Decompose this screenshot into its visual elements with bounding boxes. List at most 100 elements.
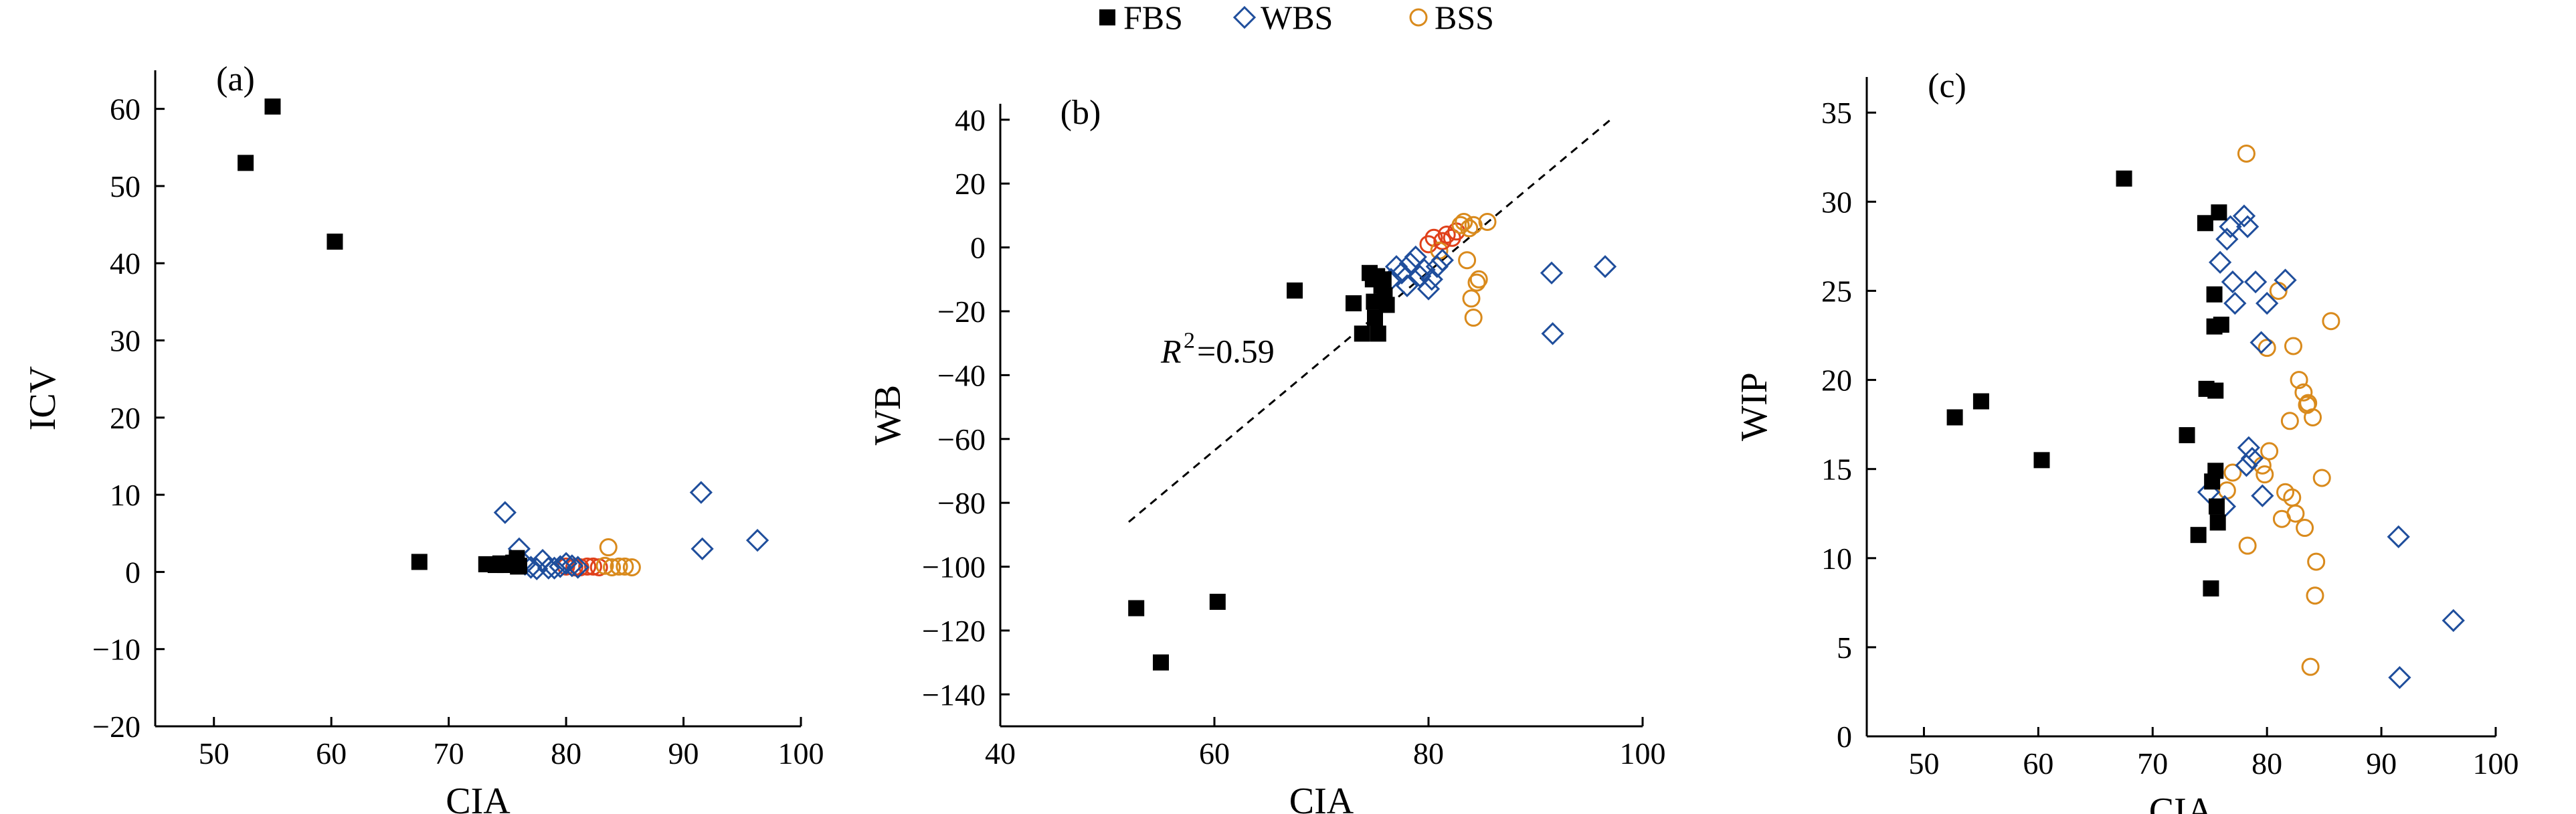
point-wbs <box>1390 261 1414 284</box>
point-wbs <box>1398 252 1422 275</box>
point-bss <box>2290 371 2308 390</box>
x-tick-label: 40 <box>985 736 1016 770</box>
series-fbs <box>1128 264 1395 671</box>
series-bss <box>1419 212 1497 327</box>
point-wbs <box>689 481 713 504</box>
legend-item-fbs: FBS <box>1099 0 1183 36</box>
point-wbs <box>493 501 517 524</box>
point-fbs <box>2213 317 2229 333</box>
point-wbs <box>566 556 589 579</box>
point-wbs <box>2221 270 2245 294</box>
point-fbs <box>2207 463 2224 479</box>
point-bss <box>578 557 597 576</box>
point-wbs <box>2387 525 2410 548</box>
point-wbs <box>2223 291 2247 315</box>
point-fbs <box>492 555 509 572</box>
y-tick-label: 0 <box>125 555 141 589</box>
point-bss <box>2223 463 2242 482</box>
point-bss <box>1464 309 1483 327</box>
point-fbs <box>2197 215 2213 232</box>
legend-label-wbs: WBS <box>1261 0 1333 36</box>
point-fbs <box>327 233 343 250</box>
y-tick-label: 40 <box>955 103 986 137</box>
point-fbs <box>264 98 281 115</box>
y-tick-label: 35 <box>1821 96 1852 130</box>
series-wbs <box>493 481 769 580</box>
point-bss <box>1469 270 1488 289</box>
point-fbs <box>1287 282 1303 299</box>
point-wbs <box>2232 204 2256 228</box>
point-bss <box>1458 251 1477 270</box>
point-fbs <box>1354 325 1370 342</box>
series-fbs <box>238 98 527 575</box>
legend-marker-wbs <box>1232 5 1257 29</box>
point-bss <box>2294 383 2313 402</box>
point-bss <box>2284 337 2302 355</box>
point-fbs <box>1972 393 1989 410</box>
series-wbs <box>2197 204 2465 689</box>
point-fbs <box>2209 514 2226 531</box>
point-bss <box>2286 504 2305 523</box>
point-wbs <box>525 557 549 580</box>
point-wbs <box>1541 322 1564 345</box>
panel-label: (b) <box>1061 94 1101 132</box>
y-tick-label: 30 <box>110 324 141 358</box>
point-fbs <box>2211 204 2227 221</box>
x-tick-label: 70 <box>2137 746 2168 781</box>
point-wbs <box>2243 270 2268 294</box>
y-tick-label: −80 <box>937 486 986 520</box>
point-bss <box>2301 657 2320 676</box>
panel-a: 50 60 70 80 90 100 −20 −10 0 10 20 30 40 50 60 CIA ICV (a… <box>22 60 824 814</box>
y-tick-label: −20 <box>937 295 986 329</box>
x-axis-title: CIA <box>1289 781 1354 814</box>
point-bss <box>1462 289 1481 308</box>
y-axis-title: WB <box>867 385 909 445</box>
series-bss <box>2217 144 2340 676</box>
y-tick-label: −10 <box>92 633 141 667</box>
point-fbs <box>1370 325 1386 342</box>
point-wbs <box>537 556 560 580</box>
x-tick-label: 80 <box>551 736 581 770</box>
point-bss <box>2280 412 2299 430</box>
series-wbs <box>1379 245 1617 345</box>
point-bss <box>2312 469 2331 487</box>
point-wbs <box>2237 436 2260 459</box>
x-tick-label: 90 <box>2366 746 2397 781</box>
point-wbs <box>549 555 572 578</box>
point-wbs <box>745 529 769 552</box>
point-fbs <box>1375 271 1392 288</box>
r-squared-annotation: R 2 =0.59 <box>1160 328 1275 370</box>
point-fbs <box>411 554 428 570</box>
y-tick-label: 60 <box>110 92 141 127</box>
point-bss <box>1419 235 1438 254</box>
point-bss <box>599 538 618 557</box>
point-wbs <box>2219 215 2242 238</box>
x-tick-label: 60 <box>316 736 347 770</box>
point-bss <box>603 558 622 576</box>
y-tick-label: −20 <box>92 710 141 744</box>
point-wbs <box>1416 277 1441 301</box>
point-fbs <box>2208 498 2225 515</box>
point-fbs <box>2206 286 2223 303</box>
legend-item-wbs: WBS <box>1232 0 1333 36</box>
x-tick-label: 100 <box>2473 746 2519 781</box>
y-tick-label: 10 <box>1821 542 1852 576</box>
y-tick-label: 20 <box>955 167 986 201</box>
y-tick-label: 30 <box>1821 185 1852 219</box>
x-tick-label: 90 <box>668 736 699 770</box>
point-fbs <box>1153 654 1169 671</box>
point-bss <box>1467 273 1486 292</box>
x-axis-title: CIA <box>446 781 511 814</box>
point-wbs <box>2251 484 2274 507</box>
point-bss <box>2304 408 2322 426</box>
point-wbs <box>554 552 578 575</box>
legend-marker-fbs <box>1099 9 1115 25</box>
legend-label-bss: BSS <box>1435 0 1494 36</box>
point-fbs <box>2203 580 2219 597</box>
point-fbs <box>1366 293 1382 310</box>
point-wbs <box>2236 215 2260 238</box>
panel-c: 50 60 70 80 90 100 0 5 10 15 20 25 30 35 CIA WIP (c) <box>1734 67 2519 814</box>
point-bss <box>2269 281 2288 300</box>
y-tick-label: 0 <box>1837 720 1852 754</box>
y-tick-label: 5 <box>1837 631 1852 665</box>
